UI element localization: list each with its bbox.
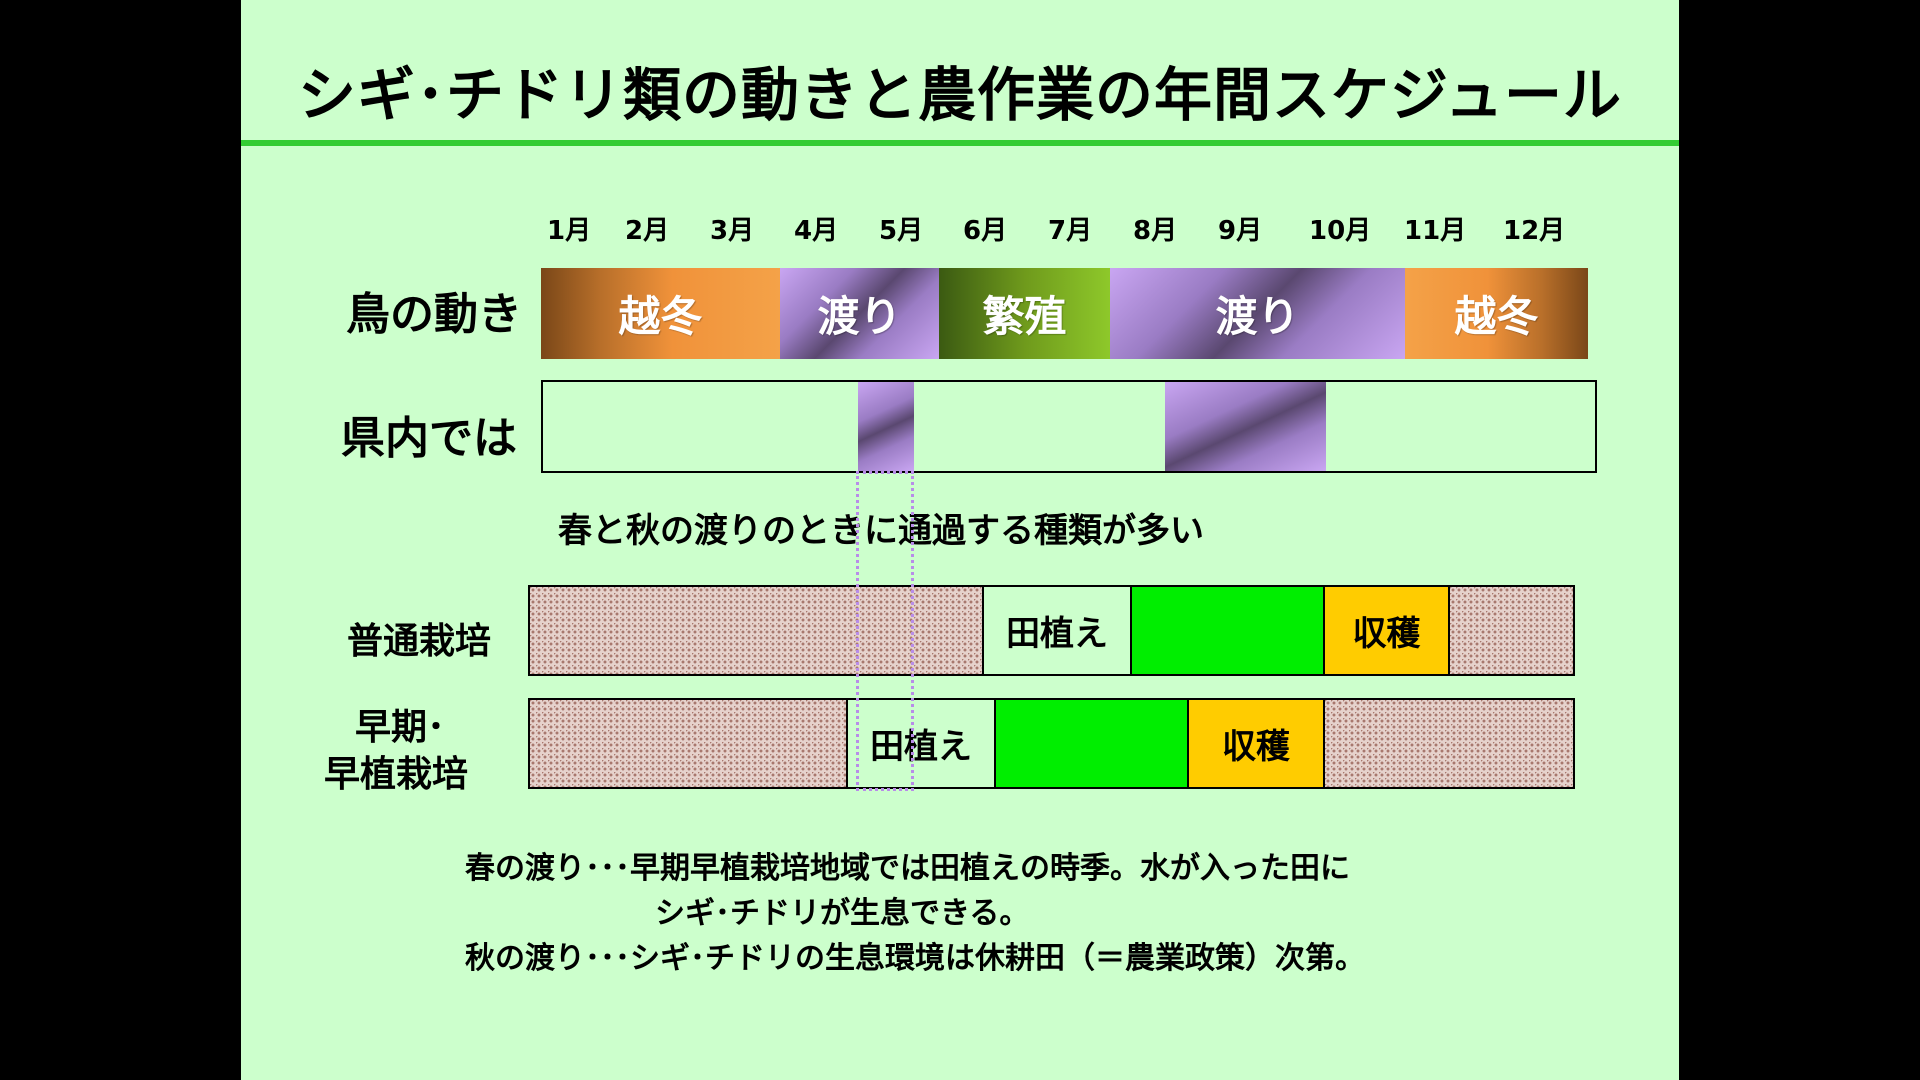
month-label: 4月 bbox=[794, 216, 839, 246]
harvest-label: 収穫 bbox=[1222, 727, 1290, 767]
fallow-period bbox=[528, 698, 848, 789]
bird-movement-label: 鳥の動き bbox=[346, 289, 522, 340]
planting-label: 田植え bbox=[1006, 614, 1108, 654]
month-label: 12月 bbox=[1503, 216, 1566, 246]
early-cultivation-label-line2: 早植栽培 bbox=[324, 754, 469, 795]
month-label: 9月 bbox=[1218, 216, 1263, 246]
page-title: シギ･チドリ類の動きと農作業の年間スケジュール bbox=[298, 61, 1622, 129]
segment-wintering: 越冬 bbox=[541, 268, 780, 359]
segment-migration: 渡り bbox=[780, 268, 939, 359]
segment-label: 越冬 bbox=[618, 292, 703, 341]
month-label: 6月 bbox=[963, 216, 1008, 246]
growing-period bbox=[1130, 585, 1325, 676]
segment-breeding: 繁殖 bbox=[939, 268, 1110, 359]
harvest-label: 収穫 bbox=[1352, 614, 1421, 654]
segment-label: 越冬 bbox=[1454, 292, 1539, 341]
spring-migration-guide bbox=[856, 471, 914, 791]
note-spring-line2: シギ･チドリが生息できる。 bbox=[655, 896, 1030, 931]
month-label: 1月 bbox=[547, 216, 592, 246]
note-spring-line1: 春の渡り･･･早期早植栽培地域では田植えの時季。水が入った田に bbox=[465, 851, 1350, 886]
segment-label: 渡り bbox=[817, 292, 902, 341]
planting-cell: 田植え bbox=[982, 585, 1132, 676]
spring-passage-block bbox=[858, 382, 914, 471]
segment-label: 渡り bbox=[1215, 292, 1300, 341]
in-prefecture-label: 県内では bbox=[341, 413, 517, 464]
month-label: 11月 bbox=[1404, 216, 1467, 246]
harvest-cell: 収穫 bbox=[1323, 585, 1450, 676]
month-label: 10月 bbox=[1309, 216, 1372, 246]
slide: シギ･チドリ類の動きと農作業の年間スケジュール 1月 2月 3月 4月 5月 6… bbox=[241, 0, 1679, 1080]
fallow-period bbox=[528, 585, 984, 676]
month-label: 7月 bbox=[1048, 216, 1093, 246]
planting-label: 田植え bbox=[870, 727, 972, 767]
month-label: 8月 bbox=[1133, 216, 1178, 246]
note-autumn: 秋の渡り･･･シギ･チドリの生息環境は休耕田（＝農業政策）次第。 bbox=[465, 941, 1365, 976]
segment-wintering: 越冬 bbox=[1405, 268, 1588, 359]
fallow-period bbox=[1323, 698, 1575, 789]
normal-cultivation-label: 普通栽培 bbox=[347, 621, 492, 662]
segment-migration: 渡り bbox=[1110, 268, 1405, 359]
harvest-cell: 収穫 bbox=[1187, 698, 1325, 789]
title-divider bbox=[241, 140, 1679, 146]
passage-caption-wrap: 春と秋の渡りのときに通過する種類が多い bbox=[241, 503, 1679, 552]
segment-label: 繁殖 bbox=[982, 292, 1067, 341]
month-label: 3月 bbox=[710, 216, 755, 246]
early-cultivation-label-line1: 早期･ bbox=[355, 707, 446, 748]
fallow-period bbox=[1448, 585, 1575, 676]
month-label: 5月 bbox=[879, 216, 924, 246]
growing-period bbox=[994, 698, 1189, 789]
month-label: 2月 bbox=[625, 216, 670, 246]
autumn-passage-block bbox=[1165, 382, 1326, 471]
in-prefecture-bar bbox=[541, 380, 1597, 473]
passage-caption: 春と秋の渡りのときに通過する種類が多い bbox=[558, 511, 1204, 551]
planting-cell: 田植え bbox=[846, 698, 996, 789]
